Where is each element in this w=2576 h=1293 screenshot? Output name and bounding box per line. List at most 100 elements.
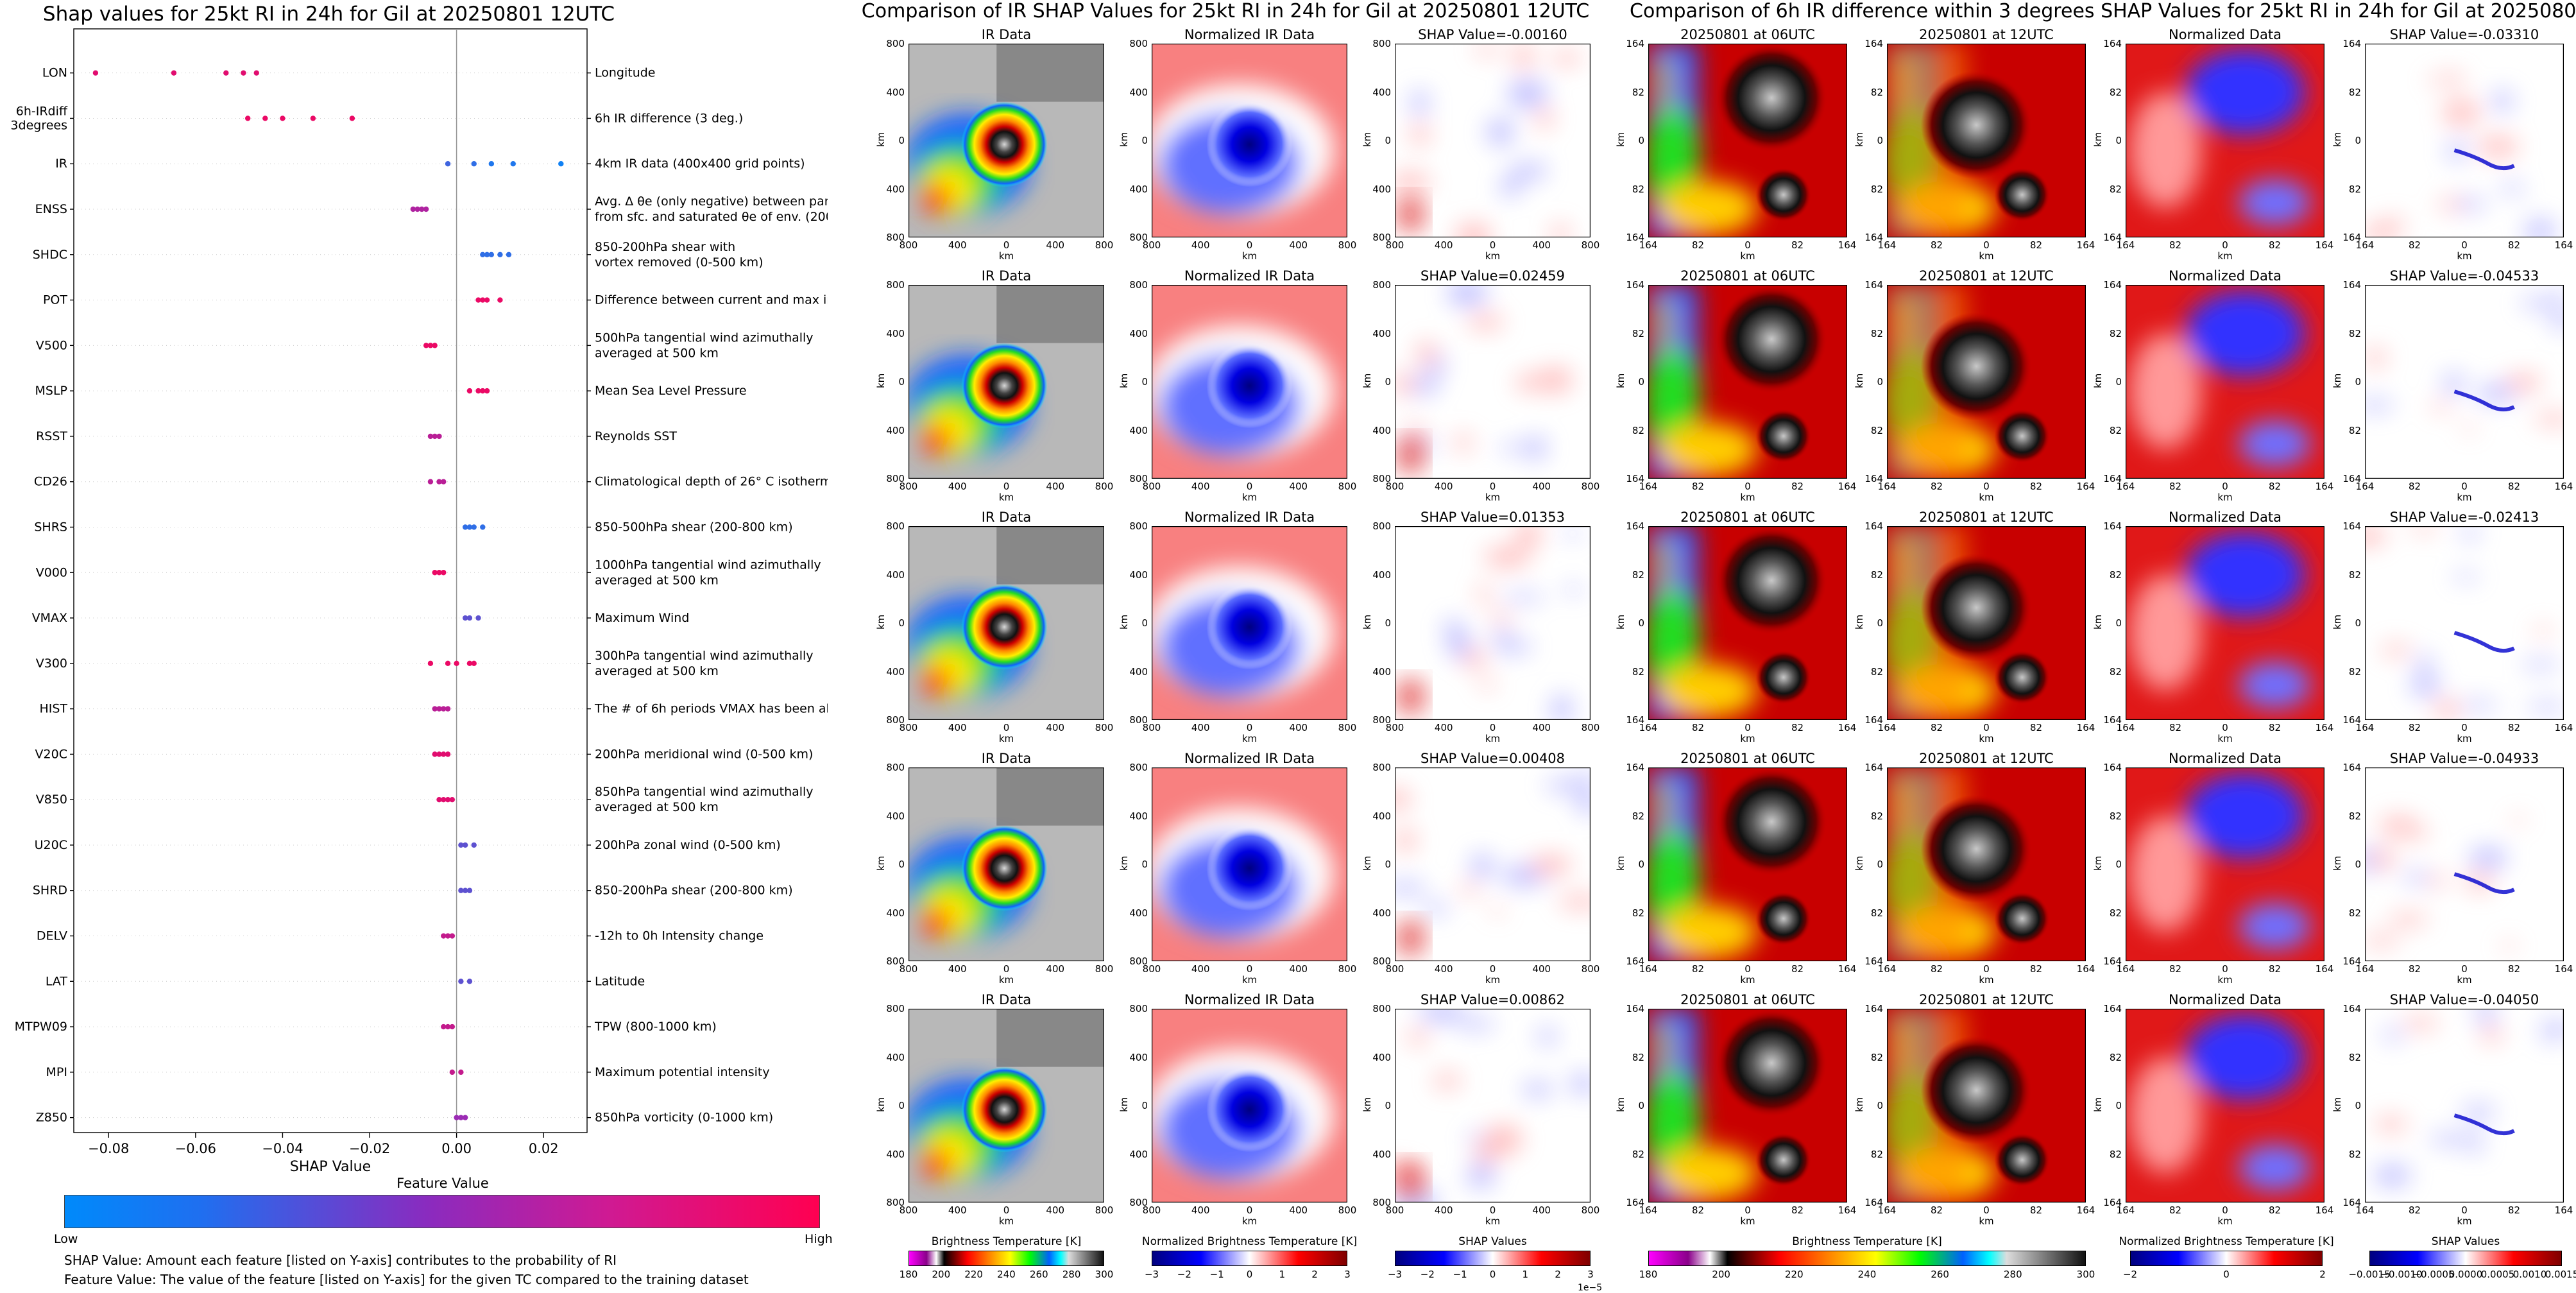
y-tick-label: 800	[1129, 232, 1148, 243]
feature-name-label: MSLP	[35, 384, 68, 398]
y-tick-label: 0	[1141, 1100, 1148, 1111]
y-tick-label: 0	[1141, 376, 1148, 388]
shap-point	[441, 933, 447, 939]
x-tick-label: 82	[2408, 1204, 2421, 1216]
shap-point	[436, 796, 442, 803]
feature-name-label: SHRD	[33, 884, 67, 898]
x-tick-label: 800	[1095, 1204, 1114, 1216]
d12-panel	[1887, 285, 2086, 479]
y-axis-label: km	[2332, 373, 2343, 388]
feature-name-label: Z850	[36, 1111, 67, 1125]
x-tick-label: 164	[1877, 722, 1897, 733]
colorbar-tick-label: 200	[1712, 1269, 1730, 1280]
y-tick-label: 400	[1129, 907, 1148, 919]
x-tick-label: 800	[1581, 481, 1600, 492]
y-tick-label: 0	[898, 859, 905, 870]
y-axis-label: km	[1118, 614, 1130, 629]
y-tick-label: 400	[1372, 665, 1391, 678]
panel-title: Normalized IR Data	[1184, 268, 1315, 284]
y-tick-label: 164	[2342, 1003, 2361, 1015]
x-tick-label: 0	[2461, 963, 2468, 975]
d06-panel	[1648, 767, 1847, 961]
y-tick-label: 400	[886, 569, 905, 581]
x-tick-label: 82	[2507, 1204, 2521, 1216]
x-axis-label: km	[1740, 733, 1755, 744]
y-axis-label: km	[1361, 855, 1373, 871]
x-tick-label: 400	[1434, 239, 1453, 251]
x-axis-label: km	[1485, 492, 1501, 503]
y-tick-label: 800	[1129, 38, 1148, 49]
x-tick-label: 82	[2507, 239, 2521, 251]
x-tick-label: 82	[2268, 963, 2282, 975]
dnorm-panel	[2126, 767, 2324, 961]
shap-point	[241, 70, 246, 76]
feature-description-label: 850-200hPa shear with vortex removed (0-5…	[595, 240, 763, 270]
x-tick-label: −0.06	[175, 1141, 216, 1156]
y-tick-label: 0	[1385, 135, 1391, 146]
x-tick-label: 400	[1289, 1204, 1308, 1216]
y-tick-label: 800	[886, 232, 905, 243]
ir-image	[908, 767, 1104, 961]
feature-name-label: MTPW09	[15, 1020, 67, 1034]
x-tick-label: 82	[2507, 481, 2521, 492]
y-tick-label: 82	[2348, 810, 2361, 822]
x-tick-label: 400	[1532, 722, 1551, 733]
feature-description-label: 200hPa meridional wind (0-500 km)	[595, 747, 813, 761]
x-axis-label: km	[2457, 250, 2472, 262]
x-tick-label: 164	[2355, 481, 2375, 492]
x-tick-label: 164	[2116, 963, 2135, 975]
d12-image	[1887, 285, 2086, 479]
y-tick-label: 800	[1129, 1197, 1148, 1208]
y-tick-label: 800	[1372, 520, 1391, 532]
feature-description-label: Mean Sea Level Pressure	[595, 384, 747, 398]
dnorm-image	[2126, 767, 2324, 961]
x-tick-label: 164	[2355, 722, 2375, 733]
ir-panel	[908, 767, 1104, 961]
x-tick-label: 800	[1338, 722, 1357, 733]
x-tick-label: 164	[1639, 1204, 1658, 1216]
y-tick-label: 400	[1129, 327, 1148, 339]
d12-image	[1887, 526, 2086, 720]
x-tick-label: 800	[1142, 963, 1161, 975]
shap-point	[466, 979, 473, 984]
panel-title: Normalized Data	[2169, 751, 2282, 766]
feature-description-label: -12h to 0h Intensity change	[595, 929, 763, 943]
x-tick-label: 800	[1385, 722, 1404, 733]
y-tick-label: 800	[886, 714, 905, 726]
feature-name-label: V850	[36, 792, 67, 807]
colorbar-tick-label: −1	[1209, 1269, 1224, 1280]
shap-point	[558, 161, 564, 167]
y-axis-label: km	[875, 373, 887, 388]
x-tick-label: 164	[2116, 481, 2135, 492]
x-axis-label: km	[1979, 1215, 1994, 1227]
x-tick-label: 82	[1791, 963, 1804, 975]
x-tick-label: 0	[1489, 1204, 1496, 1216]
x-tick-label: 400	[1532, 481, 1551, 492]
y-axis-label: km	[1361, 614, 1373, 629]
feature-name-label: SHRS	[34, 520, 67, 534]
x-tick-label: 0.00	[441, 1141, 472, 1156]
feature-name-label: V20C	[35, 747, 67, 761]
shap-point	[458, 1115, 464, 1120]
feature-description-label: 850hPa tangential wind azimuthally averag…	[595, 785, 814, 814]
y-tick-label: 82	[1870, 1051, 1883, 1063]
y-tick-label: 164	[1626, 279, 1644, 291]
shap-point	[92, 70, 99, 76]
x-tick-label: 0	[1003, 239, 1010, 251]
d12-image	[1887, 1009, 2086, 1203]
y-tick-label: 0	[1385, 1100, 1391, 1111]
x-tick-label: 400	[1532, 239, 1551, 251]
x-tick-label: 0	[1003, 963, 1010, 975]
x-tick-label: 82	[2268, 722, 2282, 733]
x-tick-label: 164	[1639, 239, 1658, 251]
y-tick-label: 400	[886, 907, 905, 919]
shap-point	[480, 252, 486, 257]
x-tick-label: 0	[1246, 481, 1253, 492]
x-tick-label: 82	[1930, 239, 1943, 251]
shap-point	[445, 706, 451, 712]
y-tick-label: 400	[1372, 810, 1391, 822]
nir-panel	[1152, 285, 1347, 479]
panel-title: SHAP Value=-0.04933	[2389, 751, 2539, 766]
shap-panel	[1395, 767, 1591, 961]
y-tick-label: 800	[1129, 279, 1148, 291]
